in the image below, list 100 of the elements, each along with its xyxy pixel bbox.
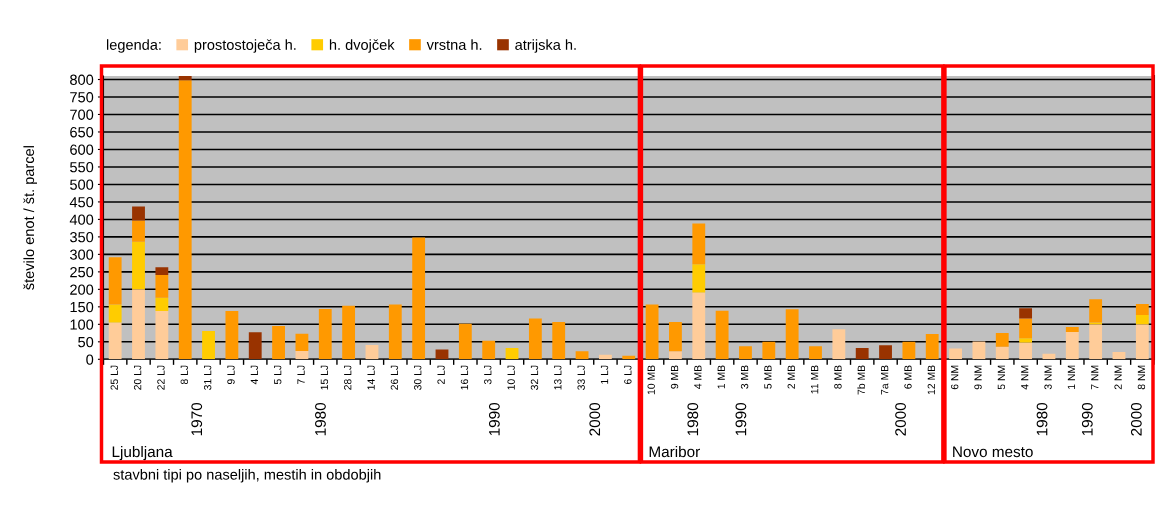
bar: [692, 264, 706, 293]
x-tick-label: 2 NM: [1114, 365, 1122, 390]
x-tick-label: 6 MB: [904, 365, 912, 389]
bar: [295, 333, 309, 351]
bar: [645, 304, 659, 360]
x-tick-label: 10 LJ: [507, 365, 515, 390]
bar: [1065, 332, 1079, 360]
x-tick-label: 7b MB: [857, 365, 865, 395]
bar: [1089, 299, 1103, 323]
bar: [855, 348, 869, 360]
bar: [598, 354, 612, 360]
bar: [762, 341, 776, 360]
y-tick-label: 650: [70, 127, 94, 138]
bar: [715, 310, 729, 360]
x-tick-label: 12 MB: [927, 365, 935, 395]
bar: [178, 80, 192, 360]
y-tick-label: 250: [70, 266, 94, 278]
bar: [132, 289, 145, 360]
bar: [1135, 314, 1149, 325]
bar: [225, 311, 239, 360]
x-tick-label: 20 LJ: [133, 365, 142, 390]
bar: [365, 344, 379, 360]
bar: [388, 304, 402, 360]
y-tick-label: 150: [70, 301, 94, 313]
y-tick-label: 300: [70, 249, 94, 260]
bar: [132, 241, 145, 290]
x-tick-label: 30 LJ: [414, 365, 422, 390]
bar: [202, 330, 215, 360]
text: 2000: [1130, 402, 1142, 436]
x-tick-label: 3 MB: [740, 365, 749, 389]
bar: [1089, 324, 1103, 360]
x-tick-label: 2 LJ: [437, 365, 445, 385]
x-tick-label: 25 LJ: [110, 365, 118, 390]
x-tick-label: 5 NM: [997, 365, 1006, 390]
x-tick-label: 6 LJ: [624, 365, 632, 385]
bar: [692, 292, 706, 360]
text: 1990: [735, 402, 747, 436]
text: 1980: [687, 402, 699, 436]
bar: [1019, 342, 1033, 360]
bar: [902, 341, 916, 360]
x-tick-label: 16 LJ: [460, 365, 469, 390]
bar: [108, 322, 122, 360]
bar: [1019, 308, 1033, 319]
y-tick-label: 500: [70, 179, 94, 190]
text: 1990: [488, 402, 500, 436]
x-tick-label: 2 MB: [787, 365, 795, 389]
bar: [879, 345, 892, 360]
y-tick-label: 450: [69, 197, 94, 208]
y-tick-label: 600: [70, 144, 94, 155]
x-tick-label: 31 LJ: [203, 365, 212, 390]
bar: [482, 340, 496, 360]
y-tick-label: 550: [70, 162, 94, 173]
bar: [925, 334, 939, 360]
y-axis-title: število enot / št. parcel: [23, 146, 37, 290]
x-tick-label: 7a MB: [881, 365, 889, 395]
text: Maribor: [649, 445, 700, 458]
bar: [1135, 324, 1149, 360]
x-tick-label: 22 LJ: [157, 365, 165, 390]
text: 2000: [895, 402, 906, 436]
y-tick-label: 800: [70, 74, 94, 85]
bar: [272, 326, 285, 360]
x-tick-label: 3 NM: [1044, 365, 1052, 390]
x-tick-label: 32 LJ: [530, 365, 539, 390]
bar: [995, 346, 1009, 360]
x-tick-label: 1 NM: [1067, 365, 1075, 389]
bar: [995, 333, 1009, 347]
bar: [458, 323, 472, 360]
bar: [972, 341, 986, 360]
x-tick-label: 5 MB: [764, 365, 772, 389]
text: 1990: [1081, 402, 1093, 436]
x-tick-label: 15 LJ: [320, 365, 329, 390]
bar: [505, 348, 519, 360]
bar: [1019, 318, 1033, 339]
legend-label: h. dvojček: [329, 39, 395, 53]
bar: [155, 267, 169, 276]
bar: [528, 318, 542, 360]
x-tick-label: 1 MB: [717, 365, 725, 389]
x-tick-label: 13 LJ: [554, 365, 562, 390]
bar: [155, 311, 169, 360]
x-tick-label: 26 LJ: [390, 365, 399, 390]
x-tick-label: 7 LJ: [297, 365, 305, 385]
bar: [178, 76, 192, 81]
x-tick-label: 4 MB: [694, 365, 702, 389]
legend-label: prostostoječa h.: [194, 39, 296, 53]
y-tick-label: 0: [86, 354, 94, 365]
bar: [739, 346, 752, 360]
x-tick-label: 8 LJ: [180, 365, 188, 385]
bar: [669, 351, 682, 360]
bar: [342, 305, 356, 360]
x-tick-label: 7 NM: [1091, 365, 1099, 390]
bar: [669, 321, 682, 352]
text: 1980: [1036, 402, 1048, 436]
bar: [412, 237, 426, 360]
x-tick-label: 9 LJ: [227, 365, 235, 385]
y-tick-label: 200: [70, 284, 94, 295]
bar: [108, 257, 122, 305]
x-tick-label: 4 NM: [1021, 365, 1029, 390]
x-tick-label: 4 LJ: [250, 365, 259, 385]
bar: [1019, 338, 1033, 343]
x-tick-label: 8 MB: [834, 365, 842, 389]
